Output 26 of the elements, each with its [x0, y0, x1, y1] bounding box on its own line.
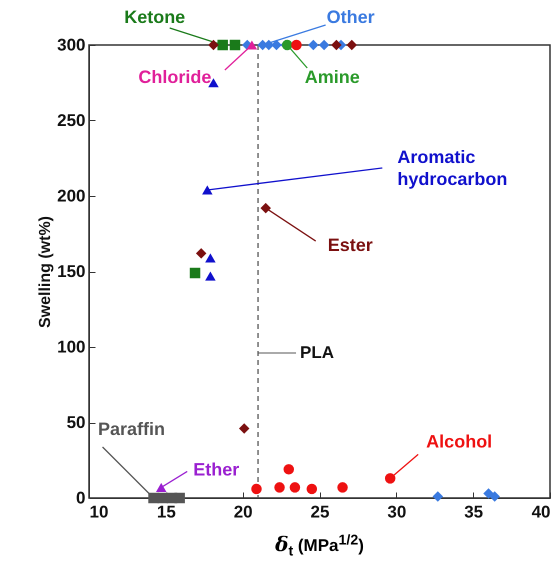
y-tick-label: 0: [76, 488, 86, 508]
series-label: Amine: [304, 67, 360, 87]
x-tick-label: 15: [156, 502, 176, 522]
x-tick-label: 40: [532, 502, 550, 522]
x-tick-label: 10: [90, 502, 108, 522]
x-tick-label: 30: [387, 502, 406, 522]
y-tick-label: 250: [57, 111, 86, 130]
x-tick-label: 20: [234, 502, 253, 522]
series-label: Ketone: [124, 7, 186, 27]
x-tick-label: 35: [464, 502, 484, 522]
y-tick-label: 150: [57, 262, 86, 281]
text: Chloride: [138, 67, 212, 87]
y-tick-label: 50: [66, 413, 86, 432]
x-axis-title: δ$_{t}$ (MPa$^{1/2}$): [275, 532, 364, 560]
y-axis-title: Swelling (wt%): [37, 216, 54, 328]
ref-line-label: PLA: [300, 343, 334, 362]
text: Paraffin: [98, 419, 166, 439]
text: Alcohol: [426, 431, 492, 452]
y-tick-label: 300: [57, 36, 86, 54]
y-tick-label: 100: [57, 338, 86, 356]
x-tick-label: 25: [310, 502, 330, 522]
legend-label: Ether: [193, 459, 240, 480]
text: Ester: [328, 235, 373, 256]
text: Aromatic hydrocarbon: [397, 146, 508, 189]
y-tick-label: 200: [57, 186, 86, 206]
series-label: Other: [326, 7, 375, 27]
